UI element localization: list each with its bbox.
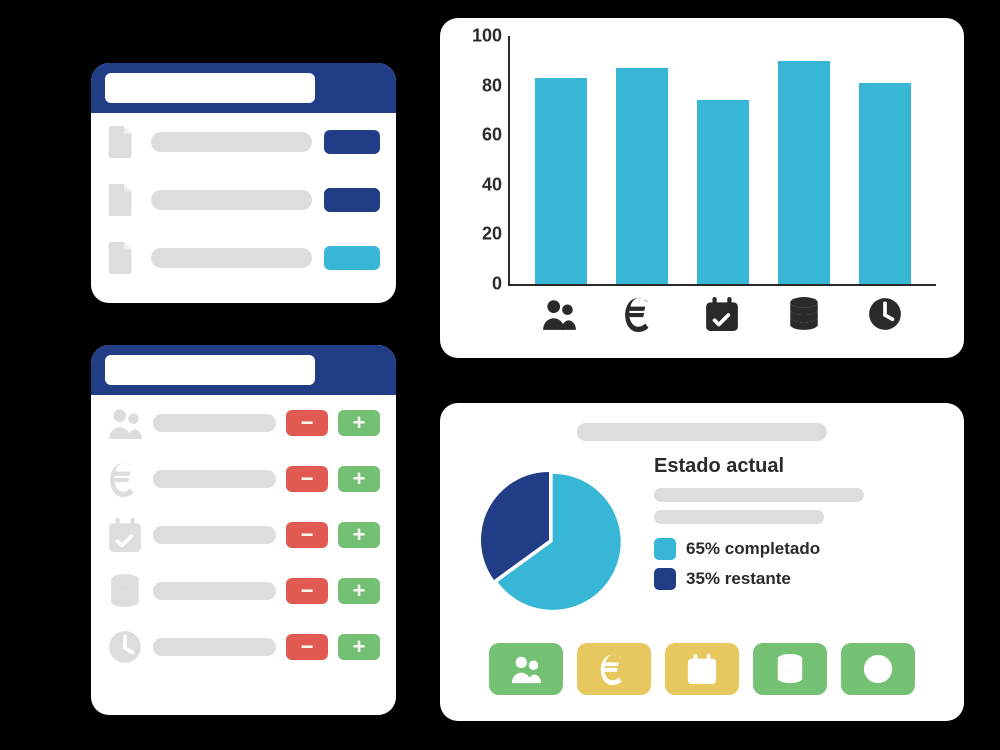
file-tag[interactable] bbox=[324, 130, 380, 154]
plus-button[interactable]: + bbox=[338, 578, 380, 604]
plus-button[interactable]: + bbox=[338, 466, 380, 492]
minus-button[interactable]: − bbox=[286, 410, 328, 436]
people-icon bbox=[541, 296, 577, 332]
status-title: Estado actual bbox=[654, 455, 940, 478]
chart-x-axis bbox=[508, 286, 936, 332]
euro-icon bbox=[622, 296, 658, 332]
people-icon bbox=[510, 653, 542, 685]
placeholder-line bbox=[654, 488, 864, 502]
file-row[interactable] bbox=[91, 113, 396, 171]
placeholder-line bbox=[153, 414, 276, 432]
minus-button[interactable]: − bbox=[286, 466, 328, 492]
y-tick-label: 80 bbox=[458, 75, 502, 96]
status-category-button[interactable] bbox=[489, 643, 563, 695]
placeholder-line bbox=[151, 190, 312, 210]
clock-icon bbox=[107, 629, 143, 665]
legend-swatch bbox=[654, 538, 676, 560]
placeholder-line bbox=[153, 582, 276, 600]
legend-label: 65% completado bbox=[686, 539, 820, 559]
plus-button[interactable]: + bbox=[338, 410, 380, 436]
status-category-button[interactable] bbox=[753, 643, 827, 695]
document-icon bbox=[107, 238, 139, 278]
minus-button[interactable]: − bbox=[286, 634, 328, 660]
placeholder-line bbox=[153, 638, 276, 656]
placeholder-line bbox=[153, 470, 276, 488]
resource-row: − + bbox=[91, 507, 396, 563]
chart-bar bbox=[859, 83, 911, 284]
chart-bar bbox=[535, 78, 587, 284]
y-tick-label: 20 bbox=[458, 224, 502, 245]
files-panel-header bbox=[91, 63, 396, 113]
placeholder-line bbox=[654, 510, 824, 524]
database-icon bbox=[786, 296, 822, 332]
file-row[interactable] bbox=[91, 229, 396, 287]
y-tick-label: 60 bbox=[458, 125, 502, 146]
resource-row: − + bbox=[91, 619, 396, 675]
resources-panel-header bbox=[91, 345, 396, 395]
calendar-check-icon bbox=[704, 296, 740, 332]
resource-row: − + bbox=[91, 395, 396, 451]
placeholder-line bbox=[151, 248, 312, 268]
status-pie-chart bbox=[464, 455, 634, 625]
status-button-row bbox=[464, 643, 940, 695]
chart-bar bbox=[616, 68, 668, 284]
minus-button[interactable]: − bbox=[286, 522, 328, 548]
y-tick-label: 100 bbox=[458, 26, 502, 47]
status-panel: Estado actual 65% completado 35% restant… bbox=[440, 403, 964, 721]
file-tag[interactable] bbox=[324, 188, 380, 212]
bar-chart: 020406080100 bbox=[508, 36, 936, 286]
search-input[interactable] bbox=[105, 73, 315, 103]
document-icon bbox=[107, 122, 139, 162]
status-category-button[interactable] bbox=[577, 643, 651, 695]
resources-panel: − + − + − + − + − + bbox=[91, 345, 396, 715]
file-row[interactable] bbox=[91, 171, 396, 229]
document-icon bbox=[107, 180, 139, 220]
chart-bar bbox=[778, 61, 830, 284]
pie-legend: 65% completado 35% restante bbox=[654, 538, 940, 590]
placeholder-line bbox=[151, 132, 312, 152]
resource-list: − + − + − + − + − + bbox=[91, 395, 396, 675]
file-tag[interactable] bbox=[324, 246, 380, 270]
placeholder-line bbox=[153, 526, 276, 544]
clock-icon bbox=[862, 653, 894, 685]
legend-item: 65% completado bbox=[654, 538, 940, 560]
plus-button[interactable]: + bbox=[338, 522, 380, 548]
euro-icon bbox=[598, 653, 630, 685]
people-icon bbox=[107, 405, 143, 441]
resource-row: − + bbox=[91, 451, 396, 507]
chart-bar bbox=[697, 100, 749, 284]
resource-row: − + bbox=[91, 563, 396, 619]
file-list bbox=[91, 113, 396, 287]
files-panel bbox=[91, 63, 396, 303]
placeholder-line bbox=[577, 423, 827, 441]
database-icon bbox=[107, 573, 143, 609]
minus-button[interactable]: − bbox=[286, 578, 328, 604]
legend-label: 35% restante bbox=[686, 569, 791, 589]
search-input[interactable] bbox=[105, 355, 315, 385]
clock-icon bbox=[867, 296, 903, 332]
database-icon bbox=[774, 653, 806, 685]
legend-swatch bbox=[654, 568, 676, 590]
y-tick-label: 0 bbox=[458, 274, 502, 295]
euro-icon bbox=[107, 461, 143, 497]
y-tick-label: 40 bbox=[458, 174, 502, 195]
chart-panel: 0 20 40 60 80 100 bbox=[440, 18, 964, 358]
plus-button[interactable]: + bbox=[338, 634, 380, 660]
status-category-button[interactable] bbox=[841, 643, 915, 695]
legend-item: 35% restante bbox=[654, 568, 940, 590]
status-category-button[interactable] bbox=[665, 643, 739, 695]
calendar-check-icon bbox=[107, 517, 143, 553]
calendar-check-icon bbox=[686, 653, 718, 685]
